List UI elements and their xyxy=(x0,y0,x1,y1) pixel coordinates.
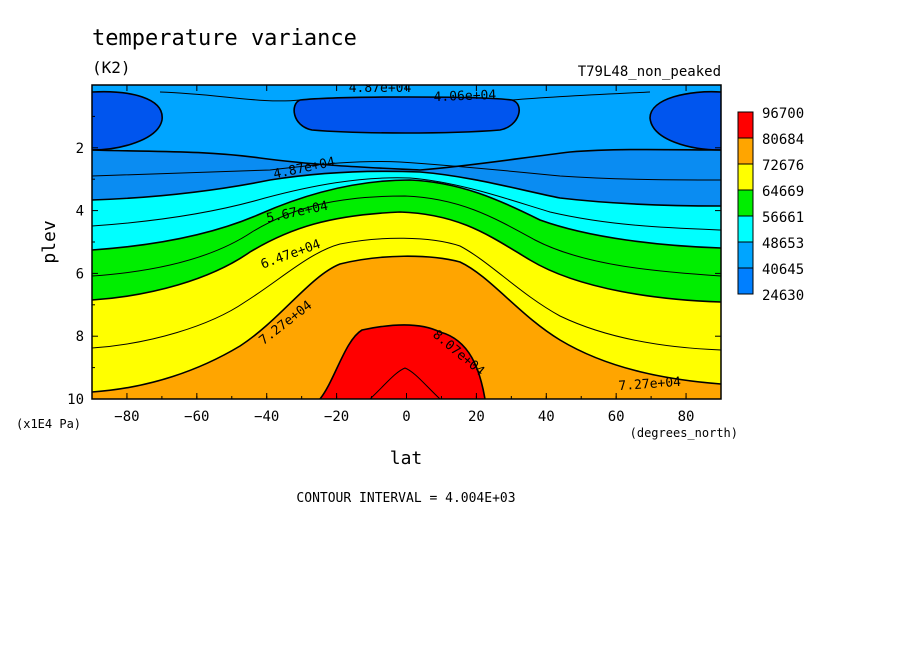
contour-label: 4.87e+04 xyxy=(349,81,412,96)
colorbar-label: 72676 xyxy=(762,158,804,174)
colorbar-label: 80684 xyxy=(762,132,804,148)
colorbar-label: 24630 xyxy=(762,288,804,304)
colorbar-swatch xyxy=(737,137,754,165)
blob-right xyxy=(650,91,721,150)
colorbar-swatch xyxy=(737,241,754,269)
run-label: T79L48_non_peaked xyxy=(578,64,721,80)
y-tick-label: 4 xyxy=(76,204,84,220)
contour-label: 7.27e+04 xyxy=(618,375,682,394)
contour-interval: CONTOUR INTERVAL = 4.004E+03 xyxy=(296,491,515,506)
colorbar-swatch xyxy=(737,163,754,191)
colorbar-swatch xyxy=(737,111,754,139)
y-tick-label: 6 xyxy=(76,266,84,282)
blob-center xyxy=(294,97,520,133)
band-80684 xyxy=(320,325,485,399)
x-tick-label: −40 xyxy=(254,409,279,425)
x-axis-label: lat xyxy=(390,448,423,469)
y-tick-label: 2 xyxy=(76,141,84,157)
contour-plot: 4.87e+04 4.06e+044.87e+045.67e+046.47e+04… xyxy=(92,81,721,399)
colorbar: 96700 80684 72676 64669 56661 48653 40645 24630 xyxy=(737,106,804,304)
x-tick-label: 80 xyxy=(678,409,695,425)
x-axis: −80 −60 −40 −20 0 20 40 60 80 xyxy=(91,85,722,425)
blob-left xyxy=(92,91,163,150)
colorbar-label: 64669 xyxy=(762,184,804,200)
x-axis-units: (degrees_north) xyxy=(630,426,738,440)
x-tick-label: −20 xyxy=(324,409,349,425)
colorbar-label: 40645 xyxy=(762,262,804,278)
x-tick-label: −60 xyxy=(184,409,209,425)
colorbar-swatch xyxy=(737,215,754,243)
y-tick-label: 8 xyxy=(76,329,84,345)
colorbar-label: 48653 xyxy=(762,236,804,252)
x-tick-label: −80 xyxy=(114,409,139,425)
contour-label: 4.06e+04 xyxy=(433,88,496,105)
y-axis: 2 4 6 8 10 xyxy=(67,115,721,408)
y-tick-label: 10 xyxy=(67,392,84,408)
x-tick-label: 40 xyxy=(538,409,555,425)
colorbar-swatch xyxy=(737,189,754,217)
colorbar-label: 56661 xyxy=(762,210,804,226)
y-axis-label: plev xyxy=(39,220,60,263)
x-tick-label: 20 xyxy=(468,409,485,425)
colorbar-swatch xyxy=(737,267,754,295)
y-axis-units: (x1E4 Pa) xyxy=(16,417,81,431)
colorbar-label: 96700 xyxy=(762,106,804,122)
units-label: (K2) xyxy=(92,58,131,77)
chart-title: temperature variance xyxy=(92,26,357,51)
x-tick-label: 0 xyxy=(402,409,410,425)
x-tick-label: 60 xyxy=(608,409,625,425)
